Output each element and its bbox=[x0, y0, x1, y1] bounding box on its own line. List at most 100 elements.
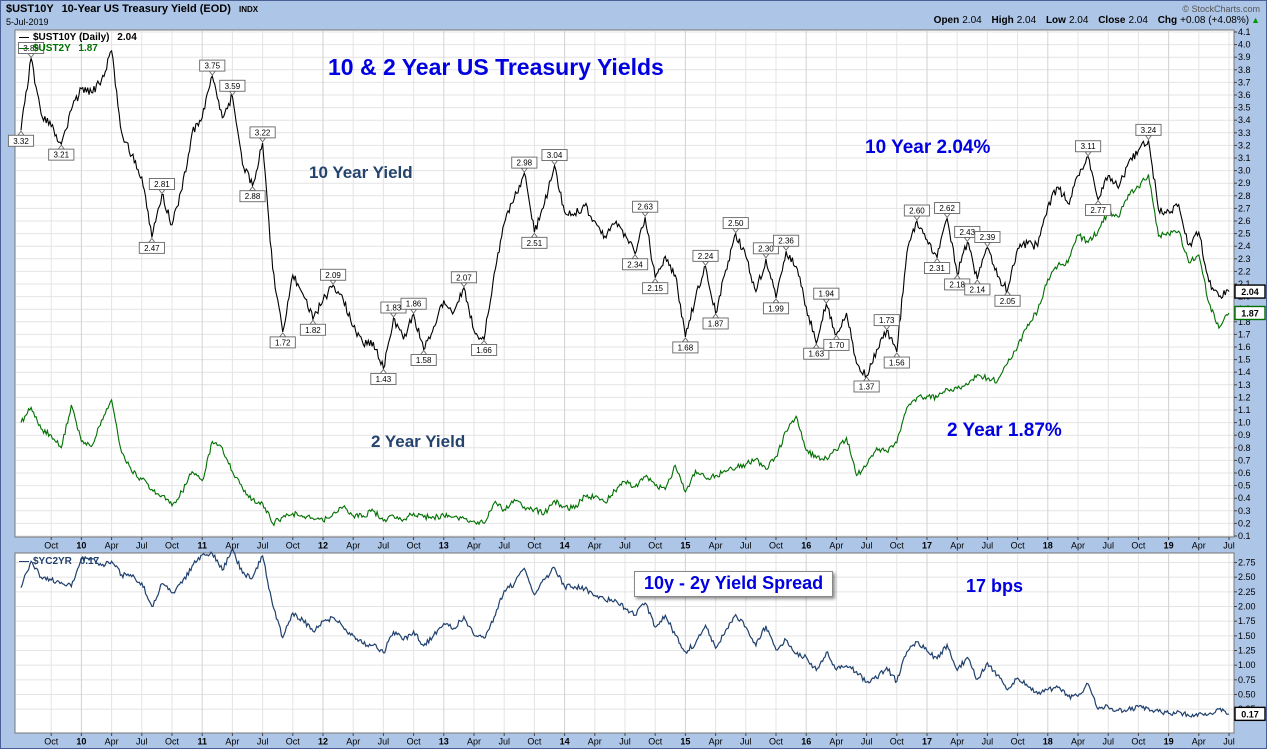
svg-text:Oct: Oct bbox=[890, 737, 905, 747]
svg-text:4.1: 4.1 bbox=[1238, 27, 1251, 37]
svg-text:2.00: 2.00 bbox=[1238, 602, 1256, 612]
svg-text:Jul: Jul bbox=[1102, 737, 1114, 747]
svg-text:2.3: 2.3 bbox=[1238, 254, 1251, 264]
main-panel: 4.1 4.0 3.9 3.8 3.7 3.6 3.5 3.4 3.3 3.2 3.1 3.0 2.9 2… bbox=[7, 27, 1266, 541]
ohlc-quote: Open 2.04 High 2.04 Low 2.04 Close 2.04 Chg +… bbox=[927, 15, 1260, 26]
svg-text:1.83: 1.83 bbox=[386, 304, 402, 313]
svg-text:Oct: Oct bbox=[286, 541, 301, 551]
svg-text:Jul: Jul bbox=[1102, 541, 1114, 551]
svg-text:11: 11 bbox=[197, 541, 207, 551]
legend-ust2y: — $UST2Y 1.87 bbox=[19, 43, 98, 54]
two-year-line bbox=[20, 174, 1230, 527]
svg-text:Apr: Apr bbox=[829, 541, 843, 551]
svg-text:0.75: 0.75 bbox=[1238, 675, 1256, 685]
svg-text:Jul: Jul bbox=[982, 737, 994, 747]
svg-text:3.04: 3.04 bbox=[547, 151, 563, 160]
svg-text:2.81: 2.81 bbox=[154, 180, 170, 189]
svg-text:0.5: 0.5 bbox=[1238, 481, 1251, 491]
svg-text:3.11: 3.11 bbox=[1081, 142, 1097, 151]
svg-text:Apr: Apr bbox=[709, 541, 723, 551]
svg-text:3.32: 3.32 bbox=[13, 137, 29, 146]
svg-text:Apr: Apr bbox=[225, 737, 239, 747]
svg-text:13: 13 bbox=[439, 737, 449, 747]
close-label: Close bbox=[1098, 15, 1126, 26]
two-year-yield-annotation: 2 Year Yield bbox=[371, 432, 466, 451]
svg-text:4.0: 4.0 bbox=[1238, 40, 1251, 50]
svg-text:Jul: Jul bbox=[257, 541, 269, 551]
svg-text:2.88: 2.88 bbox=[245, 192, 261, 201]
svg-text:2.07: 2.07 bbox=[456, 273, 472, 282]
two-year-last-annotation: 2 Year 1.87% bbox=[947, 420, 1062, 441]
svg-text:0.17: 0.17 bbox=[1241, 709, 1259, 719]
copyright: © StockCharts.com bbox=[1182, 4, 1260, 14]
yc2yr-swatch-icon: — bbox=[19, 556, 29, 567]
svg-text:3.59: 3.59 bbox=[225, 82, 241, 91]
svg-text:2.5: 2.5 bbox=[1238, 229, 1251, 239]
svg-text:3.9: 3.9 bbox=[1238, 52, 1251, 62]
svg-text:1.58: 1.58 bbox=[416, 356, 432, 365]
svg-text:Apr: Apr bbox=[225, 541, 239, 551]
svg-text:1.00: 1.00 bbox=[1238, 660, 1256, 670]
svg-text:2.1: 2.1 bbox=[1238, 279, 1251, 289]
svg-text:16: 16 bbox=[801, 737, 811, 747]
svg-text:0.50: 0.50 bbox=[1238, 690, 1256, 700]
svg-text:2.8: 2.8 bbox=[1238, 191, 1251, 201]
svg-text:0.6: 0.6 bbox=[1238, 468, 1251, 478]
svg-text:2.39: 2.39 bbox=[980, 233, 996, 242]
svg-text:2.14: 2.14 bbox=[970, 285, 986, 294]
svg-text:0.3: 0.3 bbox=[1238, 506, 1251, 516]
legend-yc2yr: — $YC2YR 0.17 bbox=[19, 556, 99, 567]
svg-text:3.0: 3.0 bbox=[1238, 166, 1251, 176]
svg-text:1.5: 1.5 bbox=[1238, 355, 1251, 365]
svg-text:Oct: Oct bbox=[648, 737, 663, 747]
svg-text:Apr: Apr bbox=[588, 541, 602, 551]
svg-text:Apr: Apr bbox=[467, 541, 481, 551]
svg-text:12: 12 bbox=[318, 737, 328, 747]
yc2yr-legend-value: 0.17 bbox=[79, 556, 100, 567]
svg-text:1.63: 1.63 bbox=[808, 350, 824, 359]
svg-text:10: 10 bbox=[76, 737, 86, 747]
ust10y-legend-value: 2.04 bbox=[117, 32, 137, 43]
svg-text:3.7: 3.7 bbox=[1238, 77, 1251, 87]
svg-text:17: 17 bbox=[922, 737, 932, 747]
svg-text:Apr: Apr bbox=[105, 737, 119, 747]
svg-text:Oct: Oct bbox=[1011, 737, 1026, 747]
svg-text:Oct: Oct bbox=[527, 737, 542, 747]
svg-text:2.75: 2.75 bbox=[1238, 558, 1256, 568]
svg-text:2.63: 2.63 bbox=[637, 203, 653, 212]
svg-text:1.3: 1.3 bbox=[1238, 380, 1251, 390]
svg-text:Oct: Oct bbox=[407, 737, 422, 747]
spread-panel: 2.75 2.50 2.25 2.00 1.75 1.50 1.25 1.00 0.75 0.50… bbox=[14, 547, 1266, 734]
ten-year-yield-annotation: 10 Year Yield bbox=[309, 163, 413, 182]
yc2yr-legend-label: $YC2YR bbox=[33, 556, 72, 567]
svg-text:1.4: 1.4 bbox=[1238, 367, 1251, 377]
low-value: 2.04 bbox=[1068, 15, 1089, 26]
svg-text:2.15: 2.15 bbox=[647, 284, 663, 293]
svg-text:Oct: Oct bbox=[527, 541, 542, 551]
svg-text:3.75: 3.75 bbox=[204, 62, 220, 71]
up-arrow-icon: ▲ bbox=[1251, 15, 1260, 25]
svg-text:1.1: 1.1 bbox=[1238, 405, 1251, 415]
svg-text:2.51: 2.51 bbox=[527, 239, 543, 248]
ust10y-legend-label: $UST10Y (Daily) bbox=[33, 32, 110, 43]
svg-text:1.6: 1.6 bbox=[1238, 342, 1251, 352]
legend-ust10y: — $UST10Y (Daily) 2.04 bbox=[19, 32, 137, 43]
svg-text:Jul: Jul bbox=[740, 541, 752, 551]
svg-text:Jul: Jul bbox=[861, 737, 873, 747]
svg-text:3.89: 3.89 bbox=[23, 44, 39, 53]
svg-text:2.25: 2.25 bbox=[1238, 587, 1256, 597]
spread-label-annotation: 10y - 2y Yield Spread bbox=[634, 571, 834, 597]
svg-text:2.04: 2.04 bbox=[1241, 287, 1259, 297]
svg-text:1.87: 1.87 bbox=[1241, 308, 1259, 318]
svg-text:Apr: Apr bbox=[1192, 737, 1206, 747]
svg-text:Oct: Oct bbox=[286, 737, 301, 747]
svg-text:Oct: Oct bbox=[769, 541, 784, 551]
symbol: $UST10Y bbox=[6, 3, 54, 15]
svg-text:Oct: Oct bbox=[44, 541, 59, 551]
svg-text:2.4: 2.4 bbox=[1238, 241, 1251, 251]
close-value: 2.04 bbox=[1128, 15, 1148, 26]
svg-text:0.4: 0.4 bbox=[1238, 493, 1251, 503]
svg-text:Jul: Jul bbox=[861, 541, 873, 551]
ust10y-swatch-icon: — bbox=[19, 32, 29, 43]
